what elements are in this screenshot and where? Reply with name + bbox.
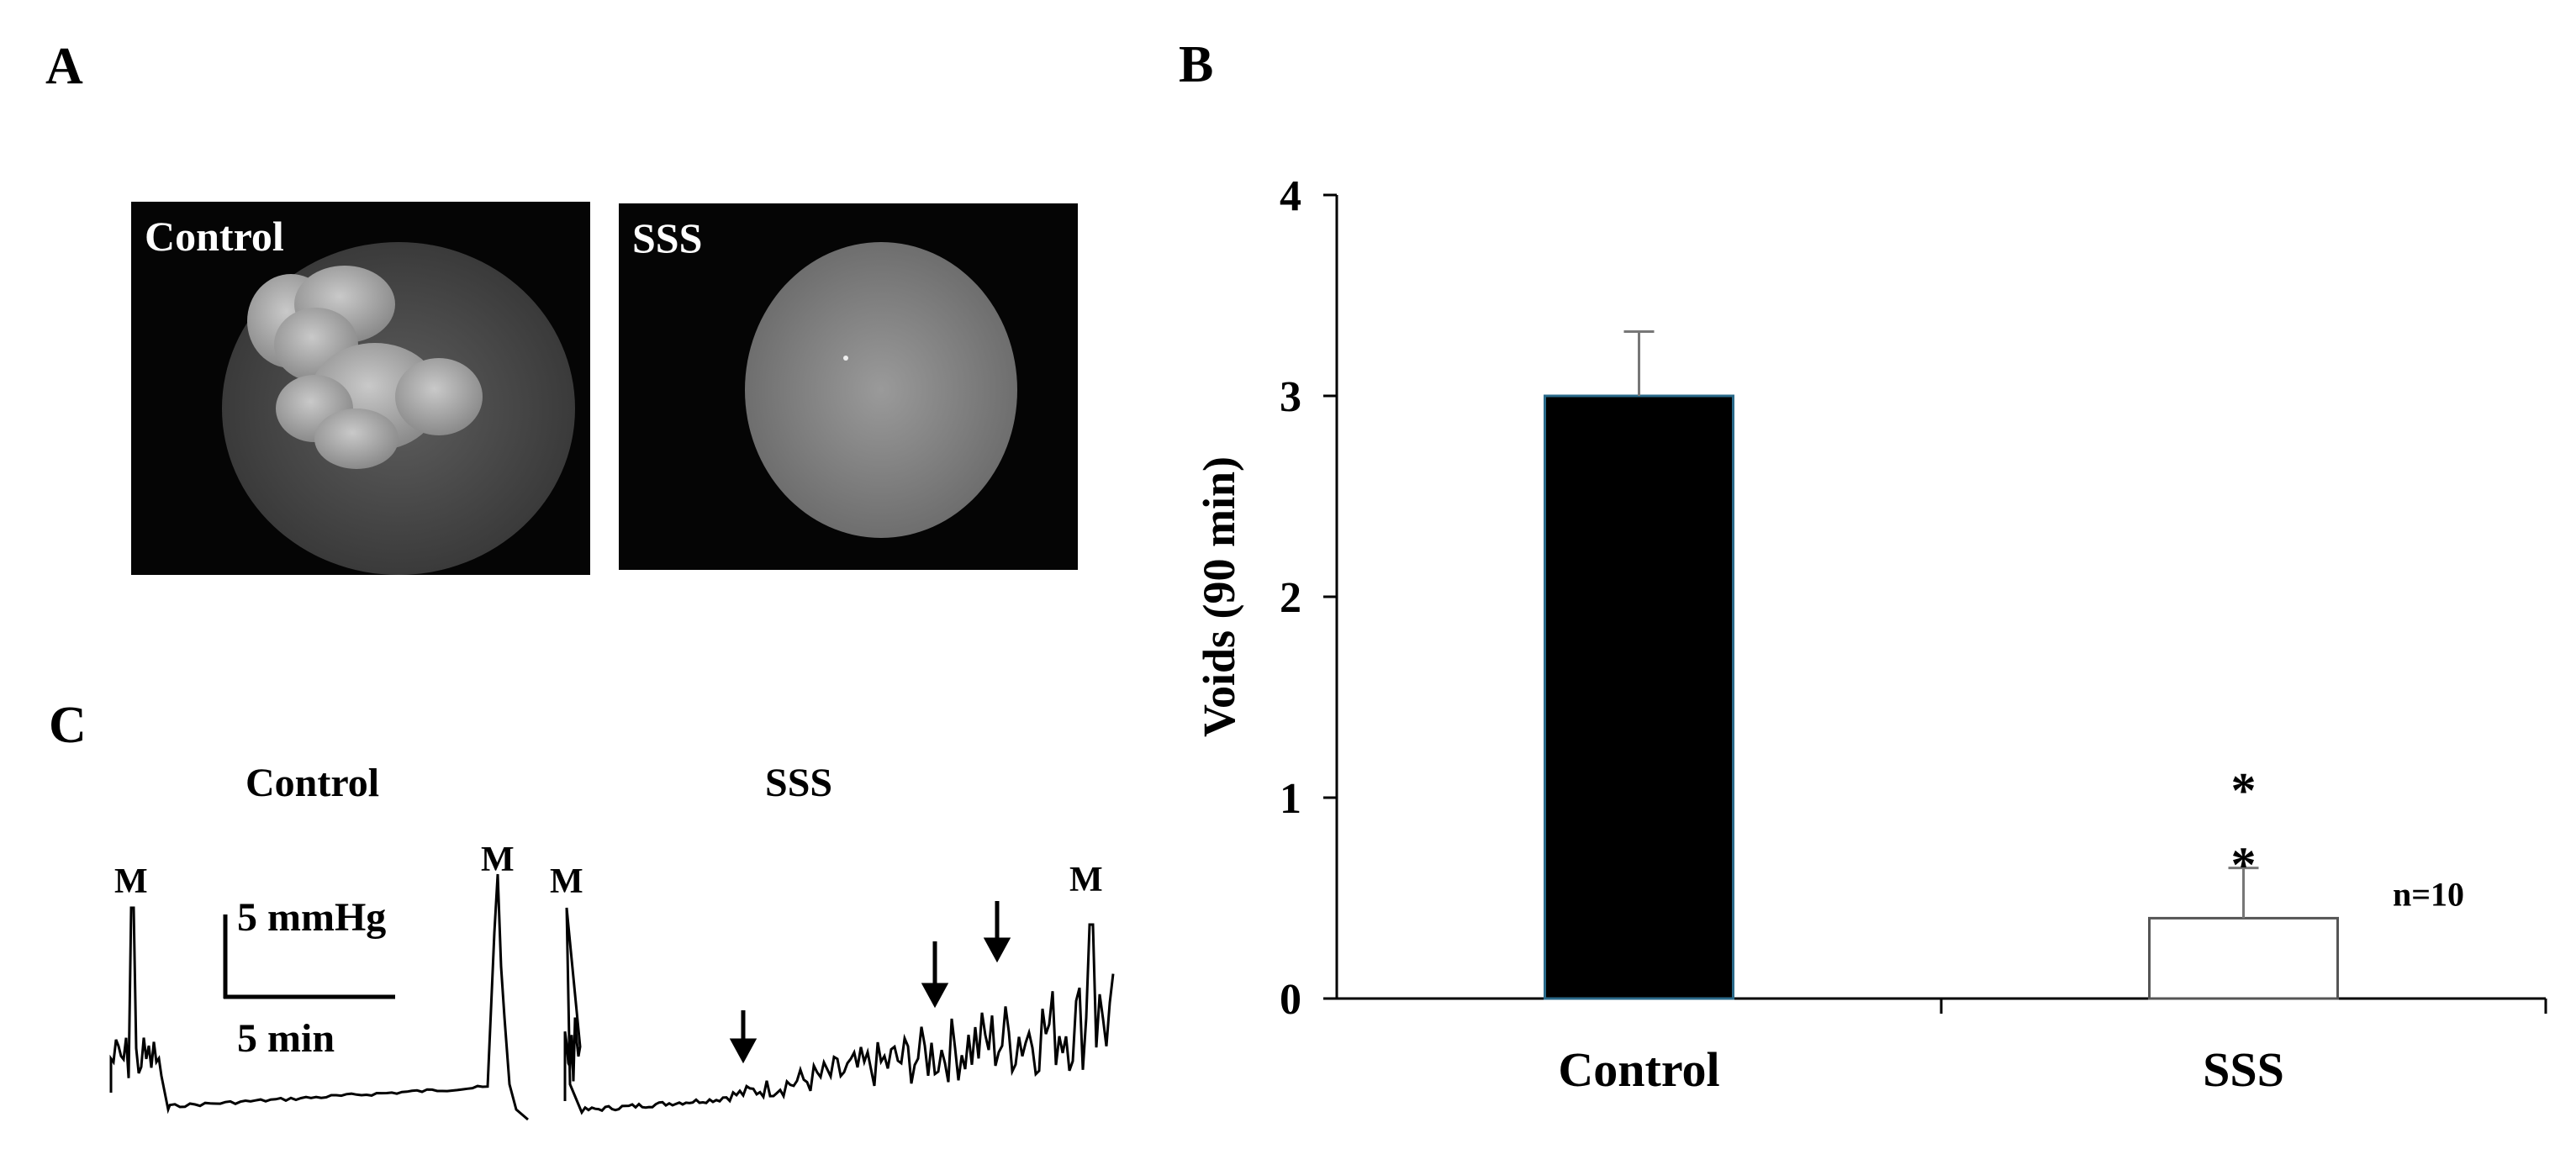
sss-trace-title: SSS [765,761,833,805]
sss-bladder-photo [745,242,1017,538]
scale-bar-horizontal-label: 5 min [237,1016,335,1061]
control-trace-title: Control [245,761,380,805]
y-tick-label: 0 [1280,976,1301,1024]
y-tick-label: 2 [1280,574,1301,622]
y-axis-label: Voids (90 min) [1194,456,1244,737]
x-tick-label: Control [1558,1042,1719,1097]
y-tick-label: 3 [1280,373,1301,421]
y-tick-label: 4 [1280,172,1301,220]
significance-star: * [2231,837,2257,893]
arrow-3 [983,901,1011,963]
voids-bar-chart: 0 1 2 3 4 Voids (90 min) Control SSS * * n=10 [1194,172,2547,1097]
bars [1544,330,2339,1000]
control-bladder-photo [222,242,575,575]
pressure-traces [109,873,1115,1121]
y-tick-label: 1 [1280,775,1301,823]
sss-pressure-trace [563,907,1115,1115]
scale-bar [223,914,395,999]
sss-image-label: SSS [632,214,703,261]
sss-marker-start: M [550,862,583,901]
control-bladder-image: Control [131,202,590,575]
bar-sss [2148,916,2339,1000]
x-axis: Control SSS [1337,997,2547,1097]
panel-letter-b: B [1179,36,1214,93]
control-marker-start: M [114,862,148,901]
sample-size-label: n=10 [2393,876,2464,914]
y-axis: 0 1 2 3 4 Voids (90 min) [1194,172,1338,1024]
panel-letter-c: C [49,697,87,754]
chart-annotations: * * n=10 [2231,762,2465,913]
arrow-2 [921,941,949,1009]
x-tick-label: SSS [2203,1042,2284,1097]
panel-letter-a: A [45,38,83,95]
bar-control [1544,394,1734,1000]
sss-marker-end: M [1069,861,1103,899]
control-image-label: Control [145,213,284,260]
significance-star: * [2231,762,2257,818]
contraction-arrows [729,901,1011,1064]
arrow-1 [729,1010,757,1064]
control-marker-end: M [481,841,515,879]
scale-bar-vertical-label: 5 mmHg [237,895,387,940]
control-pressure-trace [109,873,529,1121]
sss-bladder-image: SSS [619,203,1078,570]
